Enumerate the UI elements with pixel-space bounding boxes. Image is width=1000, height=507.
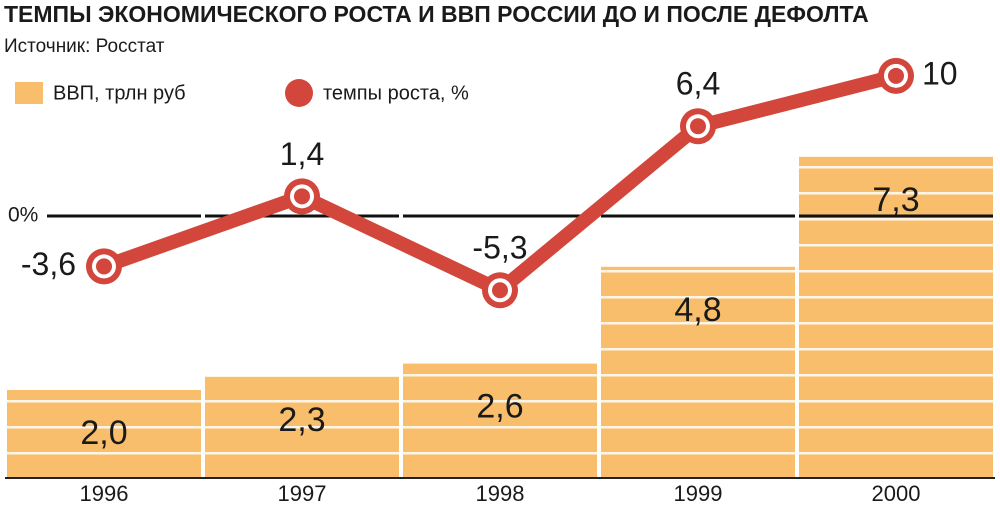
x-tick-label: 1997 [278, 481, 327, 506]
bar-value-label: 7,3 [872, 181, 919, 219]
x-tick-label: 1999 [674, 481, 723, 506]
marker-dot [294, 188, 310, 205]
line-value-label: -5,3 [472, 230, 527, 266]
legend-swatch [285, 79, 313, 107]
marker-dot [690, 118, 706, 135]
bar [7, 390, 201, 478]
bar-value-label: 2,0 [80, 414, 127, 452]
source: Источник: Росстат [4, 36, 165, 57]
bar-value-label: 4,8 [674, 291, 721, 329]
marker-dot [888, 67, 904, 84]
legend-label: темпы роста, % [323, 82, 469, 104]
bar [601, 266, 795, 478]
x-tick-label: 2000 [872, 481, 921, 506]
y2-tick-label: 0% [8, 204, 38, 227]
bar-value-label: 2,6 [476, 388, 523, 426]
marker-dot [96, 258, 112, 275]
line-value-label: 1,4 [280, 136, 324, 172]
bar-value-label: 2,3 [278, 401, 325, 439]
chart-title: ТЕМПЫ ЭКОНОМИЧЕСКОГО РОСТА И ВВП РОССИИ … [4, 1, 869, 27]
legend-swatch [15, 82, 43, 104]
x-tick-label: 1996 [80, 481, 129, 506]
bar [205, 376, 399, 478]
line-value-label: -3,6 [21, 246, 76, 282]
bar [403, 363, 597, 478]
legend-label: ВВП, трлн руб [53, 82, 186, 104]
bar [799, 156, 993, 479]
x-tick-label: 1998 [476, 481, 525, 506]
line-value-label: 10 [922, 55, 958, 91]
line-value-label: 6,4 [676, 66, 720, 102]
marker-dot [492, 282, 508, 299]
legend: ВВП, трлн руб темпы роста, % [15, 79, 469, 107]
